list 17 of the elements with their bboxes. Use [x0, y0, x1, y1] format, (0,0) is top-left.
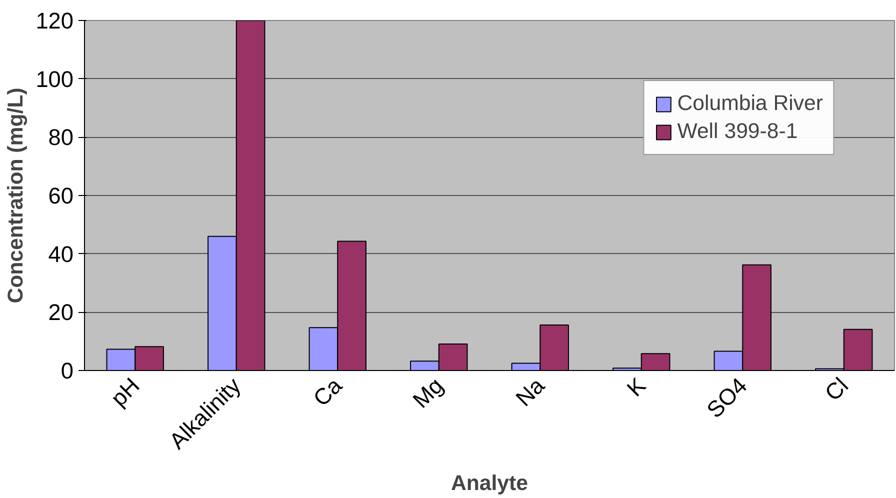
- y-tick-label: 20: [48, 299, 74, 326]
- y-tick-label: 120: [36, 8, 74, 34]
- x-tick-label: Mg: [407, 372, 448, 413]
- x-axis-title: Analyte: [450, 471, 528, 496]
- x-tick-label: Ca: [308, 372, 348, 412]
- y-tick-label: 60: [48, 182, 74, 208]
- x-tick-label: Cl: [820, 372, 854, 406]
- legend-label: Well 399-8-1: [677, 119, 798, 144]
- y-tick-label: 40: [48, 240, 74, 267]
- x-tick-label: Na: [510, 372, 550, 412]
- y-tick-label: 0: [60, 358, 74, 384]
- x-tick-label: K: [621, 372, 651, 402]
- x-tick-label: pH: [105, 372, 144, 412]
- y-axis-title: Concentration (mg/L): [4, 88, 28, 304]
- y-tick-label: 80: [48, 124, 74, 150]
- y-tick-label: 100: [36, 66, 74, 92]
- legend-label: Columbia River: [677, 91, 823, 116]
